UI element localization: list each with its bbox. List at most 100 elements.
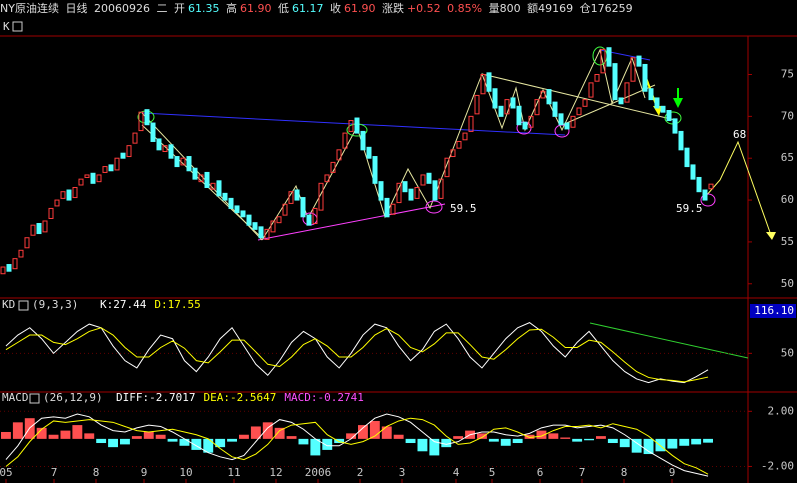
candle <box>54 199 60 207</box>
x-tick-label: 2006 <box>305 466 332 479</box>
candle <box>492 88 498 109</box>
symbol: NY原油连续 <box>0 2 59 15</box>
panel-title: MACD <box>2 391 29 404</box>
histogram-bar <box>548 433 559 439</box>
change-pct: 0.85% <box>447 2 483 15</box>
open-interest: 仓176259 <box>579 2 633 15</box>
candle <box>72 187 78 199</box>
line-series <box>5 417 709 475</box>
projection-line <box>704 140 773 239</box>
candle <box>666 109 672 122</box>
low-value: 61.17 <box>291 2 324 15</box>
candle <box>78 178 84 186</box>
x-tick-label: 7 <box>51 466 58 479</box>
trend-line <box>589 322 749 359</box>
histogram-bar <box>572 438 583 442</box>
y-tick-label: 50 <box>781 277 794 290</box>
candle <box>198 174 204 183</box>
histogram-bar <box>322 438 333 450</box>
candle <box>504 99 510 115</box>
candle <box>450 149 456 158</box>
x-tick-label: 9 <box>141 466 148 479</box>
candle <box>582 99 588 107</box>
histogram-bar <box>524 434 535 439</box>
candle <box>366 146 372 159</box>
candle <box>402 181 408 193</box>
candle <box>30 224 36 236</box>
y-tick-label: 75 <box>781 68 794 81</box>
candle <box>384 197 390 218</box>
candle <box>348 120 354 132</box>
histogram-bar <box>131 436 142 439</box>
x-tick-label: 3 <box>399 466 406 479</box>
legend-entry: D:17.55 <box>154 298 200 311</box>
candle <box>204 171 210 189</box>
candle <box>432 180 438 201</box>
candle <box>246 214 252 226</box>
candle <box>42 220 48 233</box>
histogram-bar <box>262 422 273 439</box>
histogram-bar <box>203 438 214 453</box>
candle <box>102 166 108 173</box>
histogram-bar <box>512 438 523 444</box>
candle <box>534 99 540 116</box>
histogram-bar <box>441 438 452 448</box>
line-series <box>5 413 709 477</box>
badge-box <box>750 304 796 318</box>
candle <box>360 130 366 151</box>
candle <box>480 74 486 95</box>
histogram-bar <box>167 438 178 442</box>
y-tick-label: 2.00 <box>768 404 795 417</box>
candle <box>288 191 294 204</box>
histogram-bar <box>120 438 130 445</box>
histogram-bar <box>381 426 392 439</box>
candle <box>588 82 594 98</box>
candle <box>48 207 54 219</box>
period: 日线 <box>65 2 88 15</box>
panel-params: (26,12,9) <box>43 391 103 404</box>
legend-entry: DIFF:-2.7017 <box>116 391 195 404</box>
trend-line <box>481 73 676 121</box>
candle <box>600 48 606 74</box>
histogram-bar <box>358 425 368 439</box>
x-tick-label: 8 <box>621 466 628 479</box>
candle <box>150 122 156 142</box>
candle <box>564 122 570 130</box>
histogram-bar <box>84 433 95 439</box>
candle <box>282 203 288 216</box>
histogram-bar <box>215 438 226 448</box>
low-label: 低 <box>277 2 289 15</box>
candle <box>144 109 150 126</box>
candle <box>336 149 342 161</box>
candle <box>96 174 102 183</box>
candle <box>396 182 402 204</box>
candle <box>372 156 378 184</box>
histogram-bar <box>655 438 666 452</box>
histogram-bar <box>72 425 83 439</box>
candle <box>264 228 270 240</box>
candle <box>60 191 66 199</box>
candle <box>300 197 306 218</box>
legend-entry: DEA:-2.5647 <box>203 391 276 404</box>
histogram-bar <box>691 438 702 445</box>
histogram-bar <box>108 438 118 448</box>
histogram-bar <box>369 420 380 439</box>
high-value: 61.90 <box>239 2 272 15</box>
candle <box>210 182 216 190</box>
y-tick-label: 60 <box>781 193 794 206</box>
annotation: 59.5 <box>676 202 703 215</box>
histogram-bar <box>60 430 71 439</box>
panel-title: K <box>3 20 10 33</box>
candle <box>528 115 534 128</box>
histogram-bar <box>536 430 547 439</box>
x-tick-label: 05 <box>0 466 13 479</box>
trend-line <box>561 84 656 126</box>
candle <box>630 57 636 82</box>
candle <box>498 105 504 117</box>
candle <box>456 140 462 149</box>
candle <box>438 178 444 199</box>
candle <box>552 101 558 117</box>
x-tick-label: 2 <box>357 466 364 479</box>
badge: 116.10 <box>754 304 794 317</box>
